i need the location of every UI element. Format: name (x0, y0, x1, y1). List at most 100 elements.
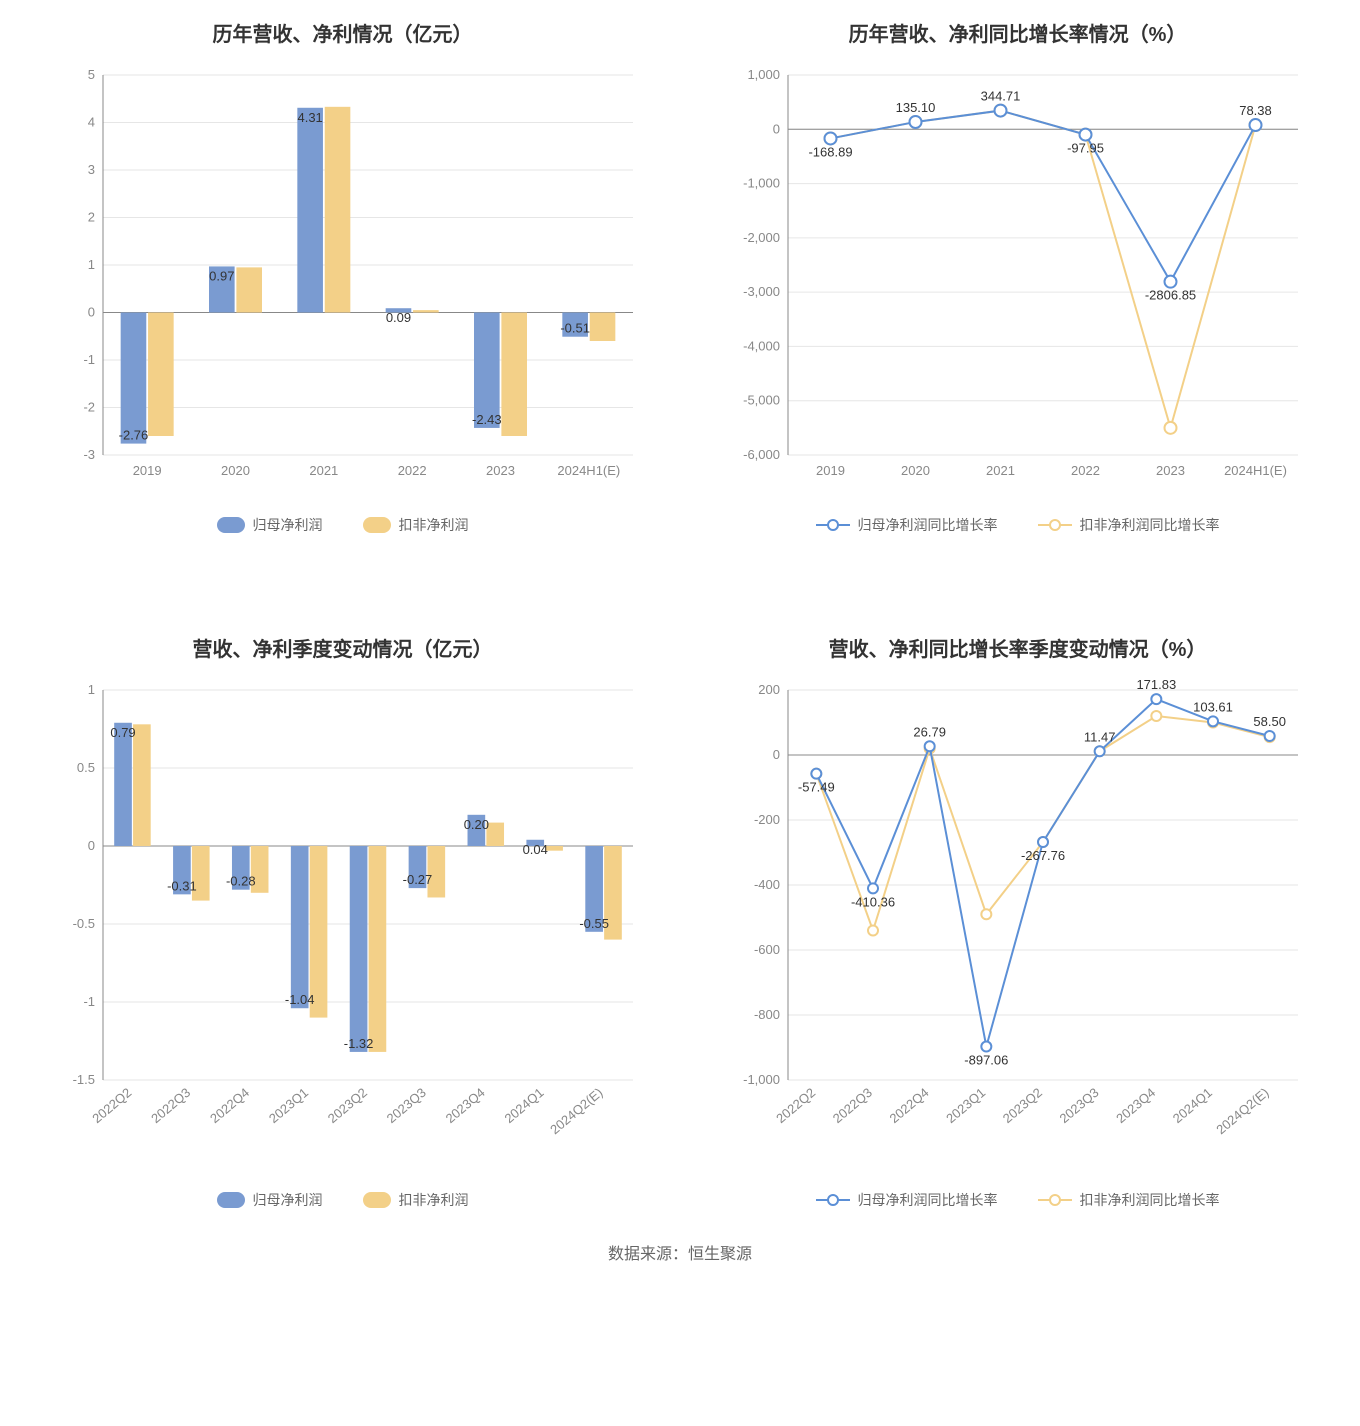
legend-line-icon (1038, 518, 1072, 532)
svg-text:344.71: 344.71 (980, 89, 1020, 104)
legend-swatch-icon (217, 517, 245, 533)
chart-title: 历年营收、净利情况（亿元） (213, 18, 473, 47)
legend-label: 归母净利润同比增长率 (858, 515, 998, 535)
legend-item-b: 扣非净利润同比增长率 (1038, 1190, 1220, 1210)
svg-text:2023Q4: 2023Q4 (1113, 1085, 1158, 1126)
svg-text:2023Q3: 2023Q3 (1056, 1085, 1101, 1126)
svg-text:2021: 2021 (986, 463, 1015, 478)
svg-text:58.50: 58.50 (1253, 714, 1286, 729)
svg-text:2024Q1: 2024Q1 (501, 1085, 546, 1126)
svg-text:2022Q3: 2022Q3 (148, 1085, 193, 1126)
legend-swatch-icon (363, 1192, 391, 1208)
svg-text:2020: 2020 (221, 463, 250, 478)
svg-text:11.47: 11.47 (1083, 729, 1115, 744)
svg-text:5: 5 (87, 67, 94, 82)
svg-text:-267.76: -267.76 (1020, 848, 1064, 863)
plot-area: -3-2-1012345-2.7620190.9720204.3120210.0… (43, 65, 643, 485)
svg-text:2024Q2(E): 2024Q2(E) (547, 1085, 605, 1137)
svg-text:-800: -800 (753, 1007, 779, 1022)
svg-text:-400: -400 (753, 877, 779, 892)
chart-title: 历年营收、净利同比增长率情况（%） (849, 18, 1187, 47)
svg-text:2023Q2: 2023Q2 (324, 1085, 369, 1126)
svg-text:-2.43: -2.43 (471, 412, 501, 427)
svg-text:-897.06: -897.06 (964, 1053, 1008, 1068)
svg-text:-0.51: -0.51 (560, 321, 590, 336)
legend-item-b: 扣非净利润同比增长率 (1038, 515, 1220, 535)
svg-text:200: 200 (758, 682, 780, 697)
legend-line-icon (816, 518, 850, 532)
svg-text:-1: -1 (83, 352, 95, 367)
chart-grid: 历年营收、净利情况（亿元） -3-2-1012345-2.7620190.972… (0, 0, 1360, 1220)
svg-text:-0.28: -0.28 (225, 874, 255, 889)
svg-text:0.97: 0.97 (209, 268, 234, 283)
svg-text:1: 1 (87, 257, 94, 272)
svg-text:0.79: 0.79 (110, 725, 135, 740)
svg-text:-0.27: -0.27 (402, 872, 432, 887)
legend-line-icon (1038, 1193, 1072, 1207)
legend-item-a: 归母净利润 (217, 1190, 323, 1210)
chart-annual-profit: 历年营收、净利情况（亿元） -3-2-1012345-2.7620190.972… (20, 10, 665, 595)
svg-text:2019: 2019 (132, 463, 161, 478)
svg-text:-3: -3 (83, 447, 95, 462)
svg-text:26.79: 26.79 (913, 724, 946, 739)
legend-label: 扣非净利润同比增长率 (1080, 1190, 1220, 1210)
svg-text:-0.31: -0.31 (167, 878, 197, 893)
legend-item-a: 归母净利润 (217, 515, 323, 535)
svg-text:2023: 2023 (1156, 463, 1185, 478)
legend: 归母净利润 扣非净利润 (217, 1190, 469, 1210)
svg-text:2023Q4: 2023Q4 (442, 1085, 487, 1126)
svg-text:-410.36: -410.36 (850, 894, 894, 909)
svg-text:2022: 2022 (1071, 463, 1100, 478)
svg-text:-6,000: -6,000 (743, 447, 780, 462)
svg-text:-1,000: -1,000 (743, 176, 780, 191)
legend: 归母净利润同比增长率 扣非净利润同比增长率 (816, 515, 1220, 535)
svg-text:2023: 2023 (486, 463, 515, 478)
svg-text:-0.5: -0.5 (72, 916, 94, 931)
legend-label: 扣非净利润同比增长率 (1080, 515, 1220, 535)
svg-text:0: 0 (87, 838, 94, 853)
legend-item-a: 归母净利润同比增长率 (816, 515, 998, 535)
svg-text:2024Q2(E): 2024Q2(E) (1213, 1085, 1271, 1137)
legend-label: 归母净利润同比增长率 (858, 1190, 998, 1210)
legend-label: 归母净利润 (253, 515, 323, 535)
legend-item-b: 扣非净利润 (363, 1190, 469, 1210)
svg-text:-600: -600 (753, 942, 779, 957)
plot-area: -1,000-800-600-400-2000200-57.492022Q2-4… (718, 680, 1318, 1160)
legend-swatch-icon (217, 1192, 245, 1208)
legend-item-a: 归母净利润同比增长率 (816, 1190, 998, 1210)
svg-text:2024H1(E): 2024H1(E) (1224, 463, 1287, 478)
svg-text:-0.55: -0.55 (579, 916, 609, 931)
svg-text:2024H1(E): 2024H1(E) (557, 463, 620, 478)
legend-item-b: 扣非净利润 (363, 515, 469, 535)
svg-text:-4,000: -4,000 (743, 338, 780, 353)
svg-text:2024Q1: 2024Q1 (1169, 1085, 1214, 1126)
svg-text:0.09: 0.09 (385, 310, 410, 325)
svg-text:0.5: 0.5 (76, 760, 94, 775)
svg-text:3: 3 (87, 162, 94, 177)
svg-text:0.04: 0.04 (522, 842, 547, 857)
svg-text:0: 0 (772, 121, 779, 136)
svg-text:135.10: 135.10 (895, 100, 935, 115)
legend-line-icon (816, 1193, 850, 1207)
svg-text:0.20: 0.20 (463, 817, 488, 832)
legend: 归母净利润同比增长率 扣非净利润同比增长率 (816, 1190, 1220, 1210)
svg-text:2022Q4: 2022Q4 (886, 1085, 931, 1126)
svg-text:-1,000: -1,000 (743, 1072, 780, 1087)
svg-text:-200: -200 (753, 812, 779, 827)
svg-text:-1.5: -1.5 (72, 1072, 94, 1087)
svg-text:2023Q2: 2023Q2 (999, 1085, 1044, 1126)
svg-text:1,000: 1,000 (747, 67, 780, 82)
plot-area: -6,000-5,000-4,000-3,000-2,000-1,00001,0… (718, 65, 1318, 485)
svg-text:-2806.85: -2806.85 (1144, 288, 1195, 303)
svg-text:1: 1 (87, 682, 94, 697)
svg-text:-1.32: -1.32 (343, 1036, 373, 1051)
svg-text:2020: 2020 (901, 463, 930, 478)
chart-title: 营收、净利季度变动情况（亿元） (193, 633, 493, 662)
chart-annual-growth: 历年营收、净利同比增长率情况（%） -6,000-5,000-4,000-3,0… (695, 10, 1340, 595)
legend-label: 归母净利润 (253, 1190, 323, 1210)
svg-text:-1: -1 (83, 994, 95, 1009)
svg-text:2022Q4: 2022Q4 (207, 1085, 252, 1126)
svg-text:2022Q2: 2022Q2 (89, 1085, 134, 1126)
svg-text:4: 4 (87, 115, 94, 130)
svg-text:-2: -2 (83, 400, 95, 415)
